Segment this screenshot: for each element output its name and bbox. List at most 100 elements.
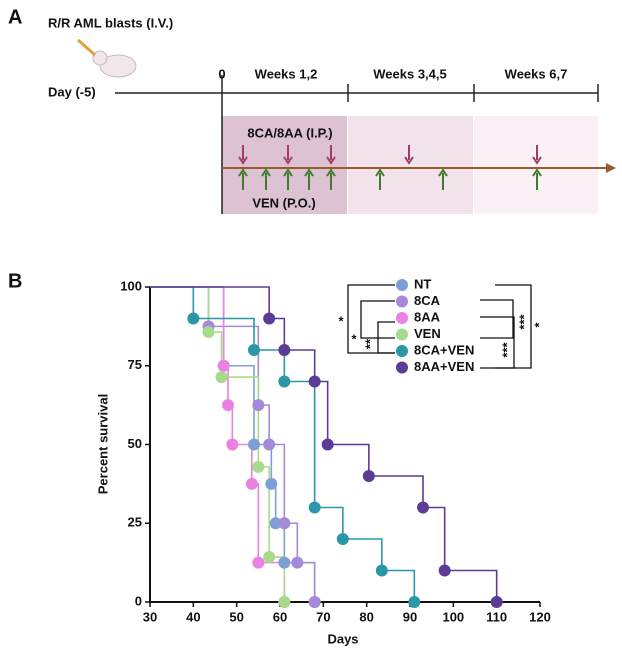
arrow-head [606,163,616,173]
period-shade [474,116,598,214]
significance-label: * [531,322,546,328]
x-tick-label: 80 [359,609,373,624]
x-tick-label: 50 [229,609,243,624]
ip-arrow-head [283,156,293,165]
period-shade [348,116,473,214]
ip-arrow-head [326,156,336,165]
x-tick-label: 40 [186,609,200,624]
legend-marker [396,312,408,324]
event-marker [263,438,276,451]
event-marker [408,596,421,608]
panel-b: B Days Percent survival [8,270,540,646]
event-marker [308,375,321,388]
y-tick-label: 50 [128,436,142,451]
po-arrow-head [283,168,293,177]
significance-label: ** [362,338,377,349]
x-tick-label: 60 [273,609,287,624]
panel-label: B [8,270,22,292]
event-marker [375,564,388,577]
event-marker [291,556,304,569]
event-marker [187,312,200,325]
legend-marker [396,295,408,308]
event-marker [252,460,265,473]
y-tick-label: 75 [128,357,142,372]
legend-label: 8CA+VEN [414,342,474,357]
event-marker [308,596,321,608]
significance-brackets [347,284,532,369]
legend-label: 8CA [414,293,441,308]
event-marker [248,344,260,356]
injection-label: R/R AML blasts (I.V.) [48,15,173,30]
event-marker [269,517,282,530]
x-tick-label: 120 [529,609,551,624]
po-arrow-head [238,168,248,177]
legend-marker [396,279,408,291]
legend-marker [396,328,408,341]
event-marker [245,477,258,490]
event-marker [438,564,451,577]
dose-arrows [238,145,542,190]
mouse-icon [77,38,137,78]
event-marker [263,312,276,325]
event-marker [278,375,291,388]
legend-label: VEN [414,326,441,341]
po-arrow-head [304,168,314,177]
event-marker [263,550,276,563]
event-marker [222,399,234,412]
event-marker [252,399,265,412]
significance-label: * [338,313,344,328]
event-marker [265,477,278,490]
y-tick-label: 100 [120,278,142,293]
po-arrow-head [438,168,448,177]
x-tick-label: 30 [143,609,157,624]
event-marker [362,470,375,482]
legend-label: NT [414,276,431,291]
x-tick-label: 110 [486,609,507,624]
panel-a: A R/R AML blasts (I.V.) Day (-5) 0 Weeks… [8,6,616,214]
event-marker [278,517,291,530]
event-marker [308,501,321,514]
legend-marker [396,345,408,357]
legend-label: 8AA+VEN [414,359,474,374]
po-arrow-head [375,168,385,177]
significance-label: *** [499,341,514,357]
event-marker [226,438,239,451]
x-tick-label: 90 [403,609,417,624]
event-marker [252,556,265,569]
period-label: Weeks 3,4,5 [373,66,446,81]
event-marker [202,326,215,339]
event-marker [490,596,503,608]
po-arrow-head [532,168,542,177]
period-shade [222,116,347,214]
x-tick-label: 70 [316,609,330,624]
legend-marker [396,361,408,374]
event-marker [321,438,334,451]
day-zero: 0 [218,66,225,81]
y-tick-label: 0 [135,593,142,608]
ip-arrow-head [532,156,542,165]
panel-label: A [8,6,22,28]
y-axis-title: Percent survival [95,394,110,494]
y-tick-label: 25 [128,515,142,530]
event-marker [336,533,349,545]
legend-label: 8AA [414,309,441,324]
event-marker [248,438,260,451]
event-marker [278,556,291,569]
ip-label: 8CA/8AA (I.P.) [247,125,332,140]
significance-label: *** [516,313,531,329]
period-label: Weeks 1,2 [255,66,318,81]
po-label: VEN (P.O.) [252,195,315,210]
x-axis-title: Days [327,631,358,646]
po-arrow-head [326,168,336,177]
event-marker [417,501,429,514]
event-marker [278,596,291,608]
ip-arrow-head [238,156,248,165]
day-label: Day (-5) [48,84,96,99]
event-marker [278,344,291,356]
po-arrow-head [261,168,271,177]
event-marker [215,371,228,384]
significance-label: * [351,331,357,346]
ip-arrow-head [404,156,414,165]
period-label: Weeks 6,7 [505,66,568,81]
